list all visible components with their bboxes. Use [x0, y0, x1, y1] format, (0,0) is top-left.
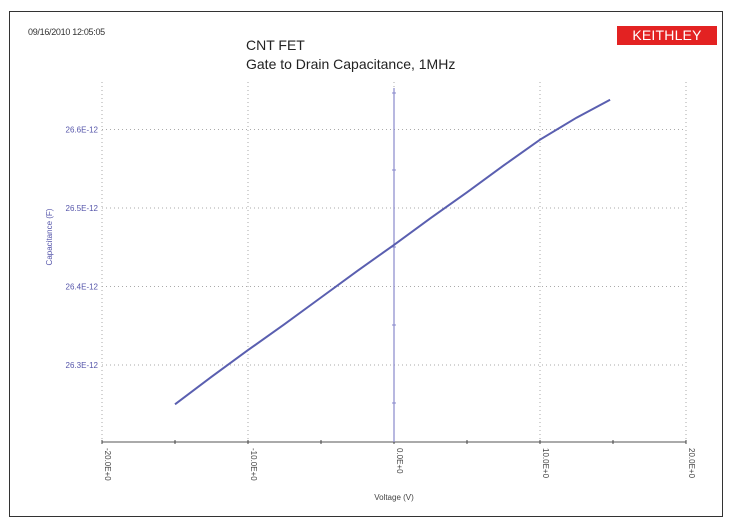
x-tick-label: -20.0E+0 — [103, 448, 112, 481]
timestamp: 09/16/2010 12:05:05 — [28, 27, 105, 37]
y-tick-label: 26.4E-12 — [66, 283, 99, 292]
x-tick-label: -10.0E+0 — [249, 448, 258, 481]
x-tick-label: 20.0E+0 — [687, 448, 696, 479]
chart-title: CNT FET — [246, 37, 305, 53]
y-axis-label: Capacitance (F) — [45, 208, 54, 265]
y-tick-label: 26.5E-12 — [66, 204, 99, 213]
keithley-logo: KEITHLEY — [617, 26, 717, 45]
x-tick-label: 10.0E+0 — [541, 448, 550, 479]
y-tick-label: 26.3E-12 — [66, 361, 99, 370]
chart-subtitle: Gate to Drain Capacitance, 1MHz — [246, 56, 456, 72]
capacitance-curve — [174, 98, 611, 406]
y-tick-label: 26.6E-12 — [66, 126, 99, 135]
x-axis-label: Voltage (V) — [374, 493, 414, 502]
x-tick-label: 0.0E+0 — [395, 448, 404, 474]
